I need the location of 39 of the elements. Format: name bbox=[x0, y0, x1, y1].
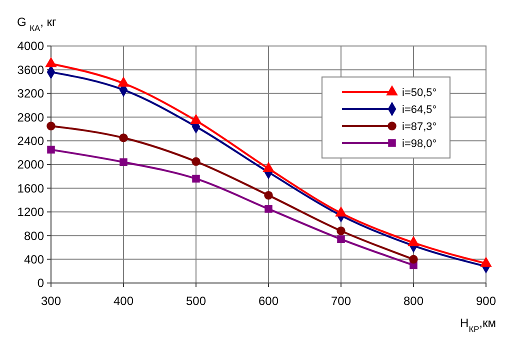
point bbox=[46, 122, 56, 130]
legend-label: i=64,5° bbox=[402, 104, 437, 116]
y-tick-label: 2000 bbox=[17, 158, 44, 172]
y-tick-label: 400 bbox=[24, 252, 44, 266]
y-tick-label: 1600 bbox=[17, 181, 44, 196]
point bbox=[190, 114, 202, 124]
x-axis-title: H$_{КР}$,км bbox=[460, 316, 496, 334]
point bbox=[118, 76, 130, 87]
legend-label: i=98,0° bbox=[402, 138, 437, 150]
point bbox=[45, 56, 57, 68]
y-tick-label: 3600 bbox=[17, 62, 44, 77]
legend-label: i=87,3° bbox=[402, 120, 437, 133]
y-tick-label: 1200 bbox=[17, 205, 44, 220]
x-tick-label: 900 bbox=[476, 294, 496, 308]
x-tick-label: 700 bbox=[330, 294, 352, 308]
x-tick-label: 300 bbox=[40, 294, 62, 308]
x-tick-label: 600 bbox=[258, 294, 279, 308]
legend-label: i=50,5° bbox=[402, 86, 437, 99]
y-tick-label: 3200 bbox=[17, 86, 44, 101]
point bbox=[192, 157, 200, 166]
y-tick-label: 4000 bbox=[17, 39, 44, 54]
y-tick-label: 0 bbox=[37, 276, 44, 290]
x-tick-label: 400 bbox=[113, 294, 134, 308]
point bbox=[409, 254, 418, 264]
point bbox=[119, 133, 128, 142]
point bbox=[192, 174, 200, 183]
point bbox=[264, 190, 273, 200]
point bbox=[337, 235, 345, 244]
point bbox=[47, 146, 55, 154]
y-tick-label: 2400 bbox=[17, 134, 44, 148]
x-tick-label: 500 bbox=[186, 294, 206, 308]
y-axis-title: G $_{КА}$, кг bbox=[17, 15, 58, 33]
point bbox=[120, 158, 128, 166]
point bbox=[336, 226, 346, 236]
y-tick-label: 2800 bbox=[17, 110, 44, 124]
x-tick-label: 800 bbox=[403, 294, 424, 308]
point bbox=[262, 162, 274, 172]
y-tick-label: 800 bbox=[24, 228, 44, 243]
point bbox=[264, 205, 272, 213]
